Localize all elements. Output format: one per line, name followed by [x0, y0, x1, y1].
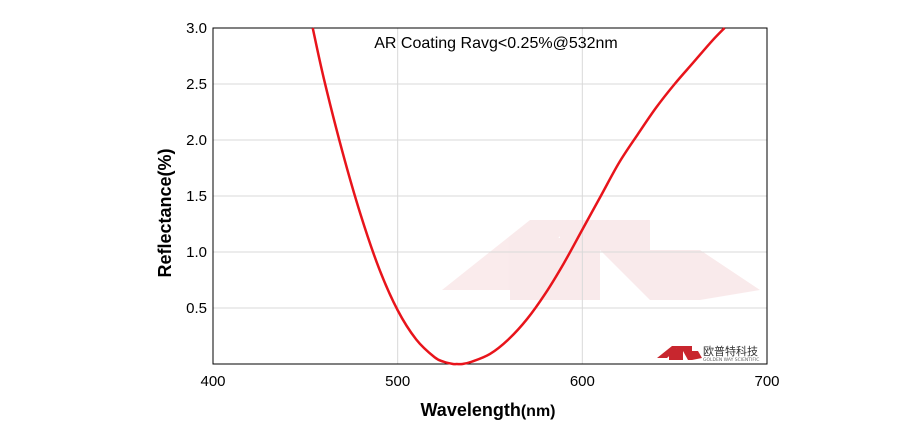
brand-logo-icon	[657, 346, 702, 360]
y-axis-title: Reflectance(%)	[155, 148, 175, 277]
plot-frame	[212, 27, 768, 365]
grid	[213, 28, 767, 364]
y-tick-label: 1.0	[186, 244, 207, 261]
x-tick-label: 400	[200, 373, 225, 390]
chart-title: AR Coating Ravg<0.25%@532nm	[374, 35, 618, 52]
y-tick-label: 2.0	[186, 132, 207, 149]
y-tick-label: 0.5	[186, 300, 207, 317]
x-tick-label: 700	[754, 373, 779, 390]
x-tick-label: 600	[570, 373, 595, 390]
y-tick-label: 1.5	[186, 188, 207, 205]
brand-subtitle: GOLDEN WAY SCIENTIFIC	[703, 357, 759, 363]
reflectance-curve	[311, 27, 726, 366]
x-axis-ticks: 400 500 600 700	[200, 373, 779, 390]
series-layer	[311, 27, 726, 366]
watermark-logo	[442, 220, 760, 300]
x-axis-title-main: Wavelength	[420, 400, 520, 420]
y-tick-label: 3.0	[186, 20, 207, 37]
brand-name: 欧普特科技	[703, 344, 758, 358]
brand-logo: 欧普特科技 GOLDEN WAY SCIENTIFIC	[657, 344, 759, 363]
y-axis-ticks: 0.5 1.0 1.5 2.0 2.5 3.0	[186, 20, 207, 317]
x-axis-title: Wavelength(nm)	[420, 400, 555, 420]
x-tick-label: 500	[385, 373, 410, 390]
y-tick-label: 2.5	[186, 76, 207, 93]
x-axis-title-unit: (nm)	[521, 403, 556, 420]
